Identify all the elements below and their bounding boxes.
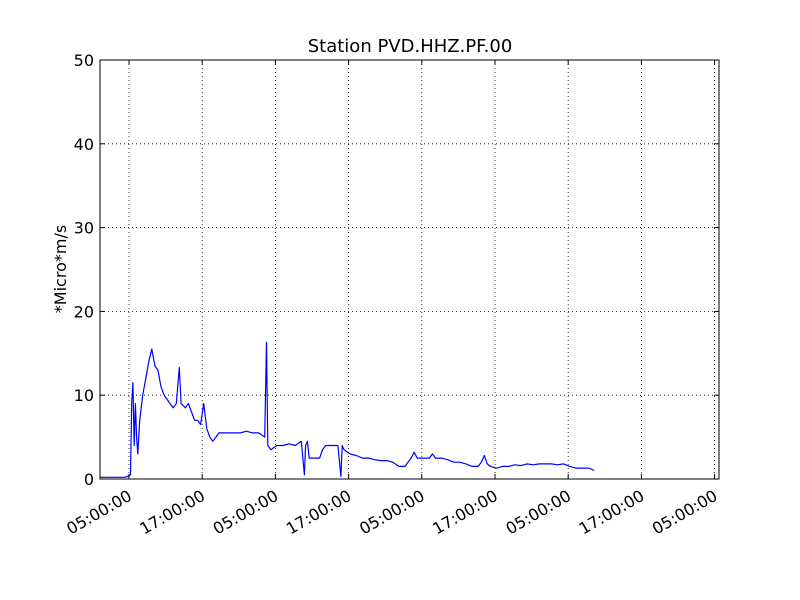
x-tick-label: 05:00:00 — [210, 486, 282, 538]
y-tick-label: 0 — [84, 470, 94, 489]
series-layer — [100, 341, 595, 478]
chart-title: Station PVD.HHZ.PF.00 — [308, 36, 513, 57]
y-tick-labels: 0 10 20 30 40 50 — [74, 51, 94, 489]
x-tick-label: 17:00:00 — [283, 486, 355, 538]
y-tick-label: 40 — [74, 135, 94, 154]
plot-frame — [99, 59, 720, 480]
y-tick-label: 10 — [74, 386, 94, 405]
x-tick-label: 05:00:00 — [649, 486, 721, 538]
y-tick-label: 50 — [74, 51, 94, 70]
x-tick-label: 05:00:00 — [502, 486, 574, 538]
x-tick-label: 05:00:00 — [356, 486, 428, 538]
y-tick-label: 30 — [74, 219, 94, 238]
x-tick-label: 05:00:00 — [63, 486, 135, 538]
y-tick-label: 20 — [74, 302, 94, 321]
x-tick-label: 17:00:00 — [576, 486, 648, 538]
x-tick-labels: 05:00:00 17:00:00 05:00:00 17:00:00 05:00:00… — [63, 486, 720, 538]
y-axis-label: *Micro*m/s — [51, 225, 70, 313]
series-line — [100, 341, 595, 478]
axis-ticks — [100, 59, 719, 480]
x-tick-label: 17:00:00 — [429, 486, 501, 538]
x-tick-label: 17:00:00 — [136, 486, 208, 538]
